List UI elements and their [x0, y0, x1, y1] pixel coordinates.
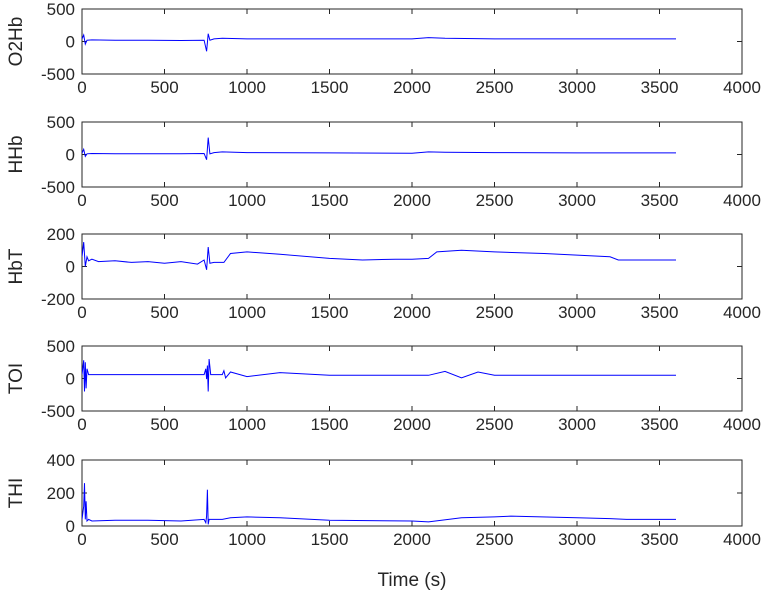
x-tick-label: 2500 — [476, 191, 514, 210]
x-tick-label: 3000 — [558, 415, 596, 434]
y-tick-label: 0 — [66, 33, 75, 52]
x-tick-label: 3500 — [641, 415, 679, 434]
panel-1: 0 500 1000 1500 2000 2500 3000 3500 40005000-500… — [6, 0, 761, 97]
x-tick-label: 0 — [77, 303, 86, 322]
x-tick-label: 2000 — [393, 530, 431, 549]
x-tick-label: 500 — [150, 191, 178, 210]
x-tick-label: 1500 — [311, 191, 349, 210]
x-tick-label: 2000 — [393, 191, 431, 210]
y-tick-label: -500 — [41, 402, 75, 421]
y-tick-label: -500 — [41, 65, 75, 84]
x-tick-label: 4000 — [723, 530, 761, 549]
x-tick-label: 3000 — [558, 78, 596, 97]
x-tick-label: 3500 — [641, 303, 679, 322]
y-tick-label: 500 — [47, 337, 75, 356]
x-tick-label: 1000 — [228, 415, 266, 434]
y-tick-label: 0 — [66, 370, 75, 389]
x-tick-label: 4000 — [723, 303, 761, 322]
y-axis-label: TOI — [6, 363, 27, 394]
axes-box — [81, 8, 743, 75]
x-tick-label: 1000 — [228, 78, 266, 97]
x-tick-label: 500 — [150, 303, 178, 322]
series-line-1 — [82, 242, 676, 270]
x-tick-label: 1500 — [311, 303, 349, 322]
x-tick-label: 1000 — [228, 530, 266, 549]
y-axis-label: HHb — [6, 135, 27, 173]
axes-box — [81, 459, 743, 527]
x-tick-label: 1000 — [228, 303, 266, 322]
x-tick-label: 500 — [150, 530, 178, 549]
series-line-1 — [82, 33, 676, 52]
y-axis-label: O2Hb — [6, 17, 27, 67]
x-tick-label: 4000 — [723, 415, 761, 434]
axes-box — [81, 121, 743, 188]
y-tick-label: 0 — [66, 258, 75, 277]
y-tick-label: -500 — [41, 178, 75, 197]
x-tick-label: 3000 — [558, 191, 596, 210]
y-axis-label: HbT — [6, 248, 27, 284]
x-tick-label: 1500 — [311, 78, 349, 97]
x-tick-label: 0 — [77, 530, 86, 549]
x-tick-label: 2000 — [393, 78, 431, 97]
panel-3: 0 500 1000 1500 2000 2500 3000 3500 40002000-200… — [6, 225, 761, 322]
y-axis-label: THI — [6, 478, 27, 509]
x-tick-label: 1500 — [311, 415, 349, 434]
x-tick-label: 0 — [77, 191, 86, 210]
x-tick-label: 500 — [150, 415, 178, 434]
y-tick-label: 500 — [47, 0, 75, 19]
x-tick-label: 2000 — [393, 303, 431, 322]
x-tick-label: 3000 — [558, 530, 596, 549]
x-tick-label: 2500 — [476, 78, 514, 97]
x-tick-label: 3500 — [641, 78, 679, 97]
x-tick-label: 3500 — [641, 530, 679, 549]
y-tick-label: 200 — [47, 225, 75, 244]
x-tick-label: 2500 — [476, 530, 514, 549]
x-tick-label: 2500 — [476, 303, 514, 322]
axes-box — [81, 345, 743, 412]
axes-box — [81, 233, 743, 300]
x-tick-label: 4000 — [723, 78, 761, 97]
y-tick-label: 500 — [47, 113, 75, 132]
panel-5: 0 500 1000 1500 2000 2500 3000 3500 40004002000T… — [6, 451, 761, 591]
series-line-1 — [82, 483, 676, 525]
x-tick-label: 3000 — [558, 303, 596, 322]
x-tick-label: 0 — [77, 415, 86, 434]
x-axis-label: Time (s) — [378, 570, 447, 591]
y-tick-label: 200 — [47, 484, 75, 503]
x-tick-label: 0 — [77, 78, 86, 97]
x-tick-label: 1500 — [311, 530, 349, 549]
y-tick-label: 0 — [66, 517, 75, 536]
panel-4: 0 500 1000 1500 2000 2500 3000 3500 40005000-500… — [6, 337, 761, 434]
y-tick-label: 0 — [66, 146, 75, 165]
series-line-1 — [82, 358, 676, 392]
x-tick-label: 1000 — [228, 191, 266, 210]
panel-2: 0 500 1000 1500 2000 2500 3000 3500 40005000-500… — [6, 113, 761, 210]
y-tick-label: -200 — [41, 290, 75, 309]
series-line-1 — [82, 137, 676, 160]
x-tick-label: 2500 — [476, 415, 514, 434]
x-tick-label: 500 — [150, 78, 178, 97]
x-tick-label: 3500 — [641, 191, 679, 210]
x-tick-label: 4000 — [723, 191, 761, 210]
y-tick-label: 400 — [47, 451, 75, 470]
x-tick-label: 2000 — [393, 415, 431, 434]
